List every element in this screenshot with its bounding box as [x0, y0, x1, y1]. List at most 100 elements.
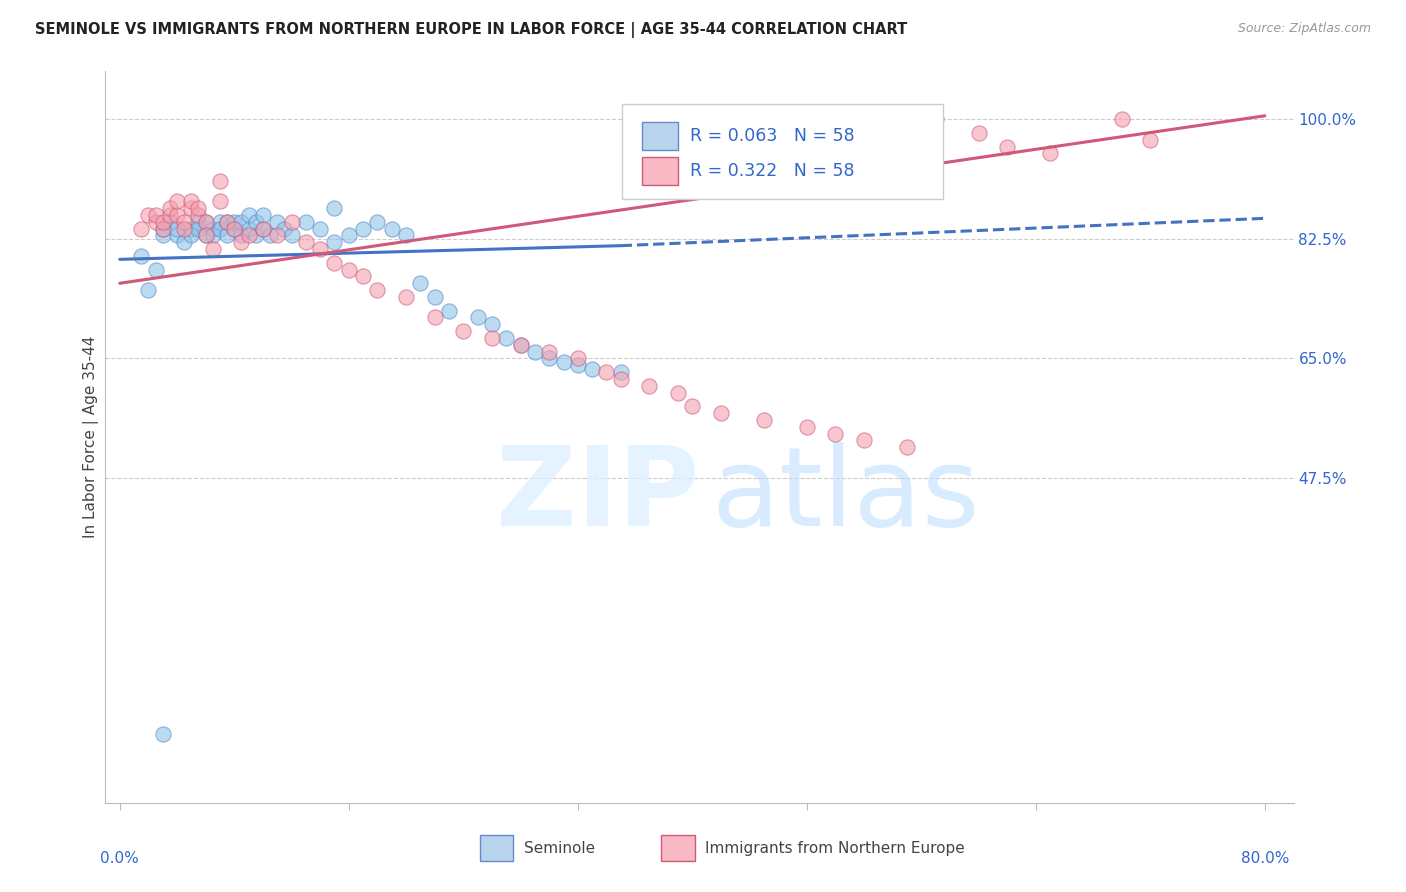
Text: 80.0%: 80.0% [1240, 851, 1289, 865]
Point [323, 256, 346, 270]
Point [538, 351, 561, 366]
Point [159, 208, 181, 222]
Point [581, 361, 603, 376]
Point [752, 413, 775, 427]
Point [208, 215, 231, 229]
Point [481, 331, 503, 345]
Point [252, 221, 274, 235]
Point [610, 372, 633, 386]
Point [295, 235, 318, 250]
Point [166, 208, 188, 222]
Point [173, 221, 195, 235]
Point [395, 290, 418, 304]
Point [337, 262, 360, 277]
FancyBboxPatch shape [479, 835, 513, 862]
Point [1139, 133, 1161, 147]
Point [217, 215, 239, 229]
Point [352, 221, 374, 235]
Point [259, 228, 281, 243]
Point [453, 324, 475, 338]
Point [252, 221, 274, 235]
Point [266, 215, 288, 229]
Text: R = 0.322   N = 58: R = 0.322 N = 58 [690, 161, 855, 180]
Point [159, 201, 181, 215]
Text: Source: ZipAtlas.com: Source: ZipAtlas.com [1237, 22, 1371, 36]
Point [245, 215, 267, 229]
Point [238, 221, 260, 235]
FancyBboxPatch shape [643, 122, 678, 150]
Point [481, 318, 503, 332]
Point [1039, 146, 1062, 161]
Point [323, 201, 346, 215]
Point [201, 228, 224, 243]
Point [1111, 112, 1133, 127]
Point [395, 228, 418, 243]
Point [231, 215, 253, 229]
Point [224, 221, 246, 235]
Point [180, 201, 202, 215]
Point [366, 283, 388, 297]
Point [208, 194, 231, 209]
FancyBboxPatch shape [643, 157, 678, 185]
Point [152, 221, 174, 235]
Point [896, 440, 918, 454]
Point [796, 420, 818, 434]
Point [323, 235, 346, 250]
Point [967, 126, 990, 140]
Point [595, 365, 617, 379]
Point [567, 359, 589, 373]
Point [129, 249, 152, 263]
Point [231, 228, 253, 243]
Point [824, 426, 846, 441]
Point [245, 228, 267, 243]
Point [567, 351, 589, 366]
Point [366, 215, 388, 229]
Point [280, 228, 302, 243]
Point [217, 228, 239, 243]
Point [129, 221, 152, 235]
Point [509, 338, 531, 352]
Point [409, 277, 432, 291]
Point [238, 228, 260, 243]
Point [224, 215, 246, 229]
Point [710, 406, 733, 420]
Point [166, 221, 188, 235]
Point [180, 194, 202, 209]
Text: atlas: atlas [711, 442, 980, 549]
Point [173, 215, 195, 229]
Point [295, 215, 318, 229]
Point [138, 283, 160, 297]
Point [208, 221, 231, 235]
Text: ZIP: ZIP [496, 442, 700, 549]
Point [352, 269, 374, 284]
Point [924, 112, 946, 127]
Point [266, 228, 288, 243]
Point [509, 338, 531, 352]
Point [252, 208, 274, 222]
Point [381, 221, 404, 235]
Point [538, 344, 561, 359]
Point [138, 208, 160, 222]
Point [467, 310, 489, 325]
Point [187, 208, 209, 222]
Text: SEMINOLE VS IMMIGRANTS FROM NORTHERN EUROPE IN LABOR FORCE | AGE 35-44 CORRELATI: SEMINOLE VS IMMIGRANTS FROM NORTHERN EUR… [35, 22, 907, 38]
Point [166, 228, 188, 243]
Point [187, 201, 209, 215]
Point [280, 215, 302, 229]
Point [145, 208, 167, 222]
Point [152, 228, 174, 243]
Point [187, 221, 209, 235]
Point [180, 228, 202, 243]
Point [152, 221, 174, 235]
Point [853, 434, 876, 448]
Point [495, 331, 517, 345]
Point [187, 215, 209, 229]
Point [638, 379, 661, 393]
Text: Seminole: Seminole [523, 840, 595, 855]
Point [423, 290, 446, 304]
Y-axis label: In Labor Force | Age 35-44: In Labor Force | Age 35-44 [83, 336, 98, 538]
Point [152, 215, 174, 229]
Point [145, 262, 167, 277]
Point [208, 174, 231, 188]
Point [610, 365, 633, 379]
